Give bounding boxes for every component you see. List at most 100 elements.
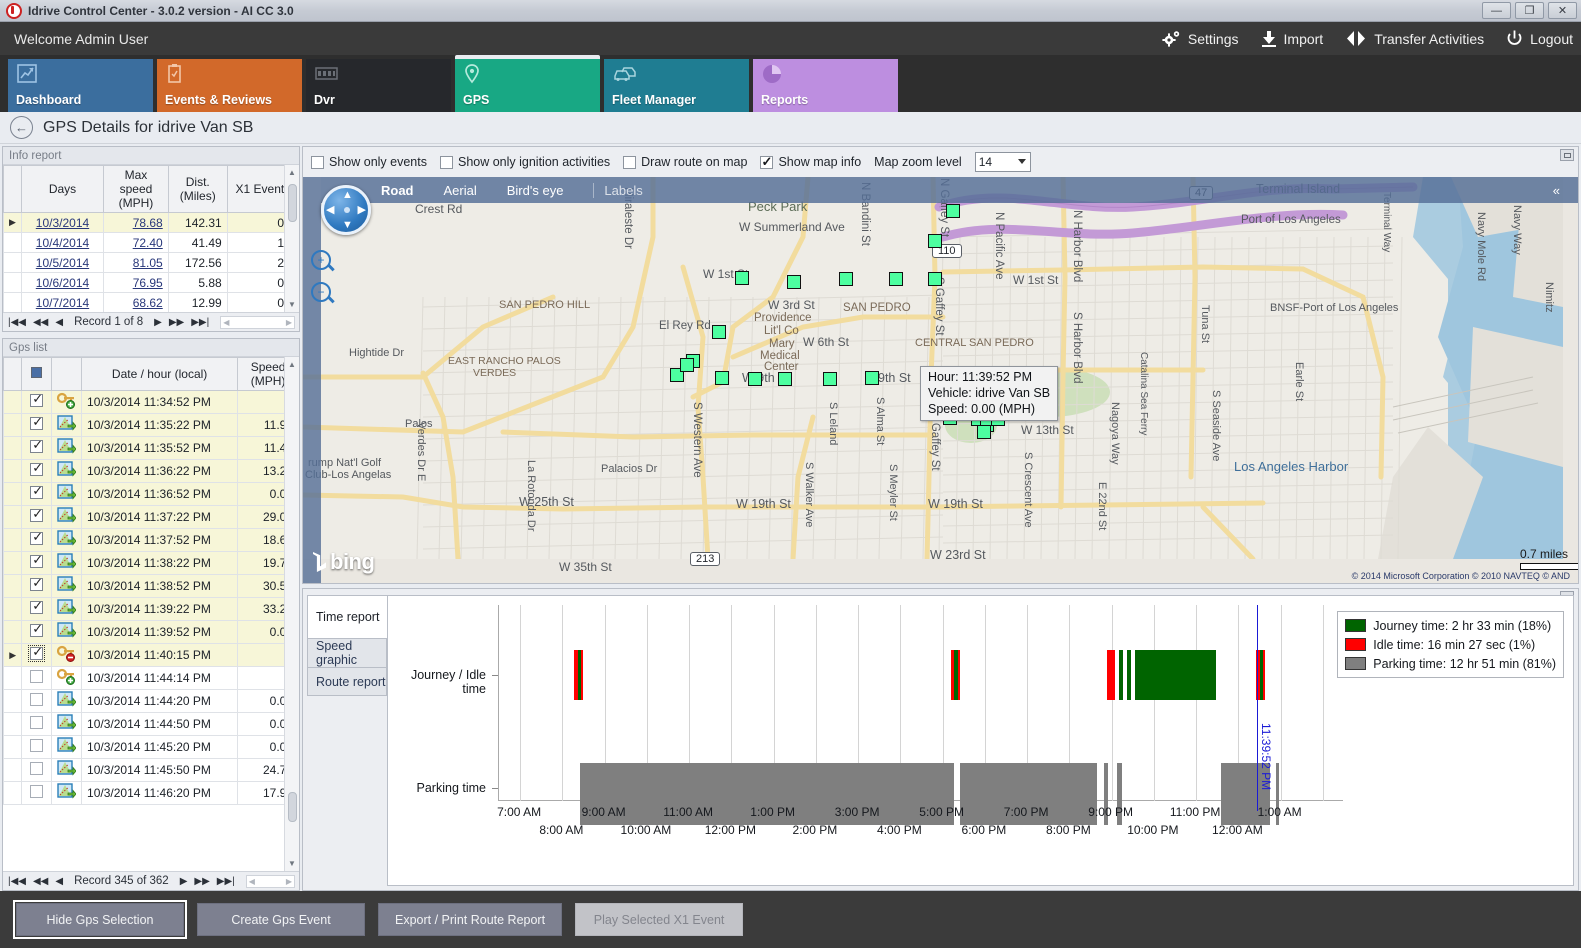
info-report-hscrollbar[interactable]: ◀ ▶ [220,315,295,329]
import-button[interactable]: Import [1261,30,1323,47]
pan-center-icon[interactable] [344,207,350,213]
map-canvas[interactable]: Road Aerial Bird's eye Labels « ▲ ▼ ◀ ▶ … [303,177,1578,583]
module-tab-dvr[interactable]: Dvr [306,59,451,112]
map-gps-point[interactable] [680,358,694,372]
row-checkbox[interactable]: ✓ [21,551,53,575]
map-gps-point[interactable] [778,372,792,386]
tab-speed-graphic[interactable]: Speed graphic [307,638,387,667]
row-checkbox[interactable] [21,666,53,690]
pan-right-icon[interactable]: ▶ [357,204,366,216]
close-button[interactable]: ✕ [1548,2,1577,19]
transfer-activities-button[interactable]: Transfer Activities [1345,30,1484,47]
show-map-info-checkbox[interactable] [760,154,774,170]
cell-max-speed[interactable]: 72.40 [103,232,169,253]
cell-max-speed[interactable]: 81.05 [103,252,169,273]
col-days[interactable]: Days [20,165,105,213]
map-gps-point[interactable] [946,204,960,218]
cell-max-speed[interactable]: 78.68 [103,212,169,233]
module-tab-fleet-manager[interactable]: Fleet Manager [604,59,749,112]
map-mode-road[interactable]: Road [381,182,414,198]
map-gps-point[interactable] [787,275,801,289]
row-checkbox[interactable] [21,758,53,782]
nav-next-page-icon[interactable]: ▶▶ [168,316,185,328]
nav-first-icon[interactable]: |◀◀ [8,875,26,887]
map-zoom-out-button[interactable]: − [311,282,331,302]
cell-day[interactable]: 10/6/2014 [20,272,105,293]
cell-day[interactable]: 10/3/2014 [20,212,105,233]
row-checkbox[interactable]: ✓ [21,390,53,414]
map-gps-point[interactable] [865,371,879,385]
map-gps-point[interactable] [712,325,726,339]
pan-left-icon[interactable]: ◀ [326,204,335,216]
list-item[interactable]: ▶✓ 10/3/2014 11:34:52 PM [3,390,299,414]
scroll-down-icon[interactable]: ▼ [288,300,296,309]
row-checkbox[interactable]: ✓ [21,459,53,483]
row-checkbox[interactable]: ✓ [21,482,53,506]
scroll-up-icon[interactable]: ▲ [288,360,296,369]
info-report-vscrollbar[interactable]: ▲ ▼ [284,165,299,312]
map-mode-aerial[interactable]: Aerial [443,182,477,198]
module-tab-reports[interactable]: Reports [753,59,898,112]
list-item[interactable]: ▶ 10/3/2014 11:44:14 PM [3,666,299,690]
draw-route-option[interactable]: Draw route on map [623,155,747,169]
cell-day[interactable]: 10/7/2014 [20,292,105,312]
minimize-button[interactable]: — [1482,2,1511,19]
gps-list-grid[interactable]: Date / hour (local) Speed (MPH) ▶✓10/3/2… [3,357,299,871]
show-only-ignition-option[interactable]: Show only ignition activities [439,155,610,169]
map-gps-point[interactable] [823,372,837,386]
select-all-checkbox[interactable] [31,367,43,378]
settings-button[interactable]: Settings [1162,30,1239,47]
scroll-down-icon[interactable]: ▼ [288,859,296,868]
list-item[interactable]: ▶10/3/2014 11:45:20 PM0.00 [3,735,299,759]
cell-max-speed[interactable]: 68.62 [103,292,169,312]
nav-next-icon[interactable]: ▶ [179,875,188,887]
map-gps-point[interactable] [735,271,749,285]
col-datetime[interactable]: Date / hour (local) [81,357,239,391]
hide-gps-selection-button[interactable]: Hide Gps Selection [13,900,187,939]
map-gps-point[interactable] [977,425,991,439]
back-button[interactable]: ← [10,116,33,139]
export-print-route-report-button[interactable]: Export / Print Route Report [378,903,563,936]
nav-first-icon[interactable]: |◀◀ [8,316,26,328]
module-tab-gps[interactable]: GPS [455,55,600,112]
map-bar-collapse-button[interactable]: « [1552,182,1560,198]
logout-button[interactable]: Logout [1506,30,1573,47]
create-gps-event-button[interactable]: Create Gps Event [197,903,365,936]
select-all-header[interactable] [21,357,53,391]
col-dist[interactable]: Dist. (Miles) [167,165,228,213]
map-gps-point[interactable] [889,272,903,286]
map-gps-point[interactable] [839,272,853,286]
row-checkbox[interactable] [21,781,53,805]
cell-day[interactable]: 10/4/2014 [20,232,105,253]
list-item[interactable]: ▶✓10/3/2014 11:36:52 PM0.00 [3,482,299,506]
map-gps-point[interactable] [748,372,762,386]
list-item[interactable]: ▶10/3/2014 11:44:50 PM0.00 [3,712,299,736]
map-gps-point[interactable] [715,371,729,385]
row-checkbox[interactable]: ✓ [21,413,53,437]
draw-route-checkbox[interactable] [623,155,637,169]
map-zoom-level-select[interactable]: 14 [974,152,1031,172]
col-max-speed[interactable]: Max speed (MPH) [103,165,169,213]
map-pan-control[interactable]: ▲ ▼ ◀ ▶ [321,185,371,235]
list-item[interactable]: ▶ ✓ 10/3/2014 11:40:15 PM [3,643,299,667]
pan-up-icon[interactable]: ▲ [342,189,353,201]
nav-prev-icon[interactable]: ◀ [55,875,64,887]
tab-route-report[interactable]: Route report [307,667,387,696]
scroll-thumb[interactable] [287,792,297,822]
show-map-info-option[interactable]: Show map info [760,154,861,170]
nav-next-icon[interactable]: ▶ [154,316,162,328]
nav-prev-icon[interactable]: ◀ [55,316,64,328]
